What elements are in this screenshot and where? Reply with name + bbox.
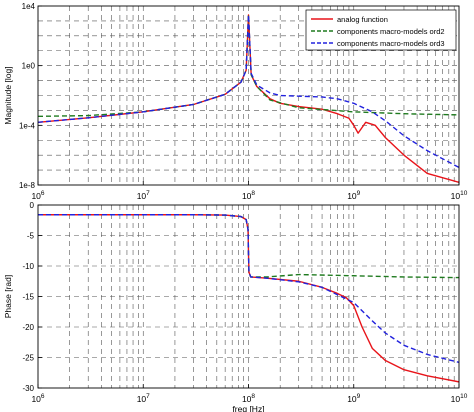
series-group <box>38 14 459 184</box>
y-tick-label: -30 <box>22 384 34 393</box>
magnitude-chart: 106 107 108 109 1010 1e-8 1e-4 1e0 1e4 Magnitude … <box>3 2 468 201</box>
series-group <box>38 214 459 383</box>
legend-entry-label: components macro-models ord2 <box>337 27 445 36</box>
x-tick-label: 108 <box>242 190 255 201</box>
x-axis-label: freq [Hz] <box>232 404 264 412</box>
x-tick-label: 108 <box>242 393 255 404</box>
legend-entry-label: analog function <box>337 15 388 24</box>
y-tick-label: -10 <box>22 262 34 271</box>
y-tick-label: -20 <box>22 323 34 332</box>
phase-chart: 106 107 108 109 1010 0 -5 -10 -15 -20 -25 -30 Phase … <box>3 201 468 412</box>
x-tick-label: 106 <box>31 190 44 201</box>
legend-entry-label: components macro-models ord3 <box>337 39 445 48</box>
x-tick-label: 107 <box>137 190 150 201</box>
x-tick-label: 109 <box>347 190 360 201</box>
series-line-components-macro-models-ord3 <box>38 214 459 364</box>
y-tick-label: -25 <box>22 354 34 363</box>
y-tick-label: 1e4 <box>22 2 36 11</box>
x-tick-label: 109 <box>347 393 360 404</box>
grid-lines <box>38 205 459 388</box>
x-tick-label: 107 <box>137 393 150 404</box>
legend: analog function components macro-models o… <box>305 9 457 51</box>
x-tick-label: 1010 <box>451 393 468 404</box>
x-tick-label: 1010 <box>451 190 468 201</box>
y-tick-label: 0 <box>30 201 35 210</box>
y-tick-label: 1e-8 <box>19 181 36 190</box>
series-line-components-macro-models-ord3 <box>38 14 459 169</box>
y-tick-label: 1e0 <box>22 62 36 71</box>
y-tick-label: 1e-4 <box>19 121 36 130</box>
y-axis-label: Magnitude [log] <box>3 66 13 124</box>
y-tick-label: -5 <box>27 232 35 241</box>
y-axis-label: Phase [rad] <box>3 275 13 318</box>
x-tick-label: 106 <box>31 393 44 404</box>
y-tick-label: -15 <box>22 293 34 302</box>
